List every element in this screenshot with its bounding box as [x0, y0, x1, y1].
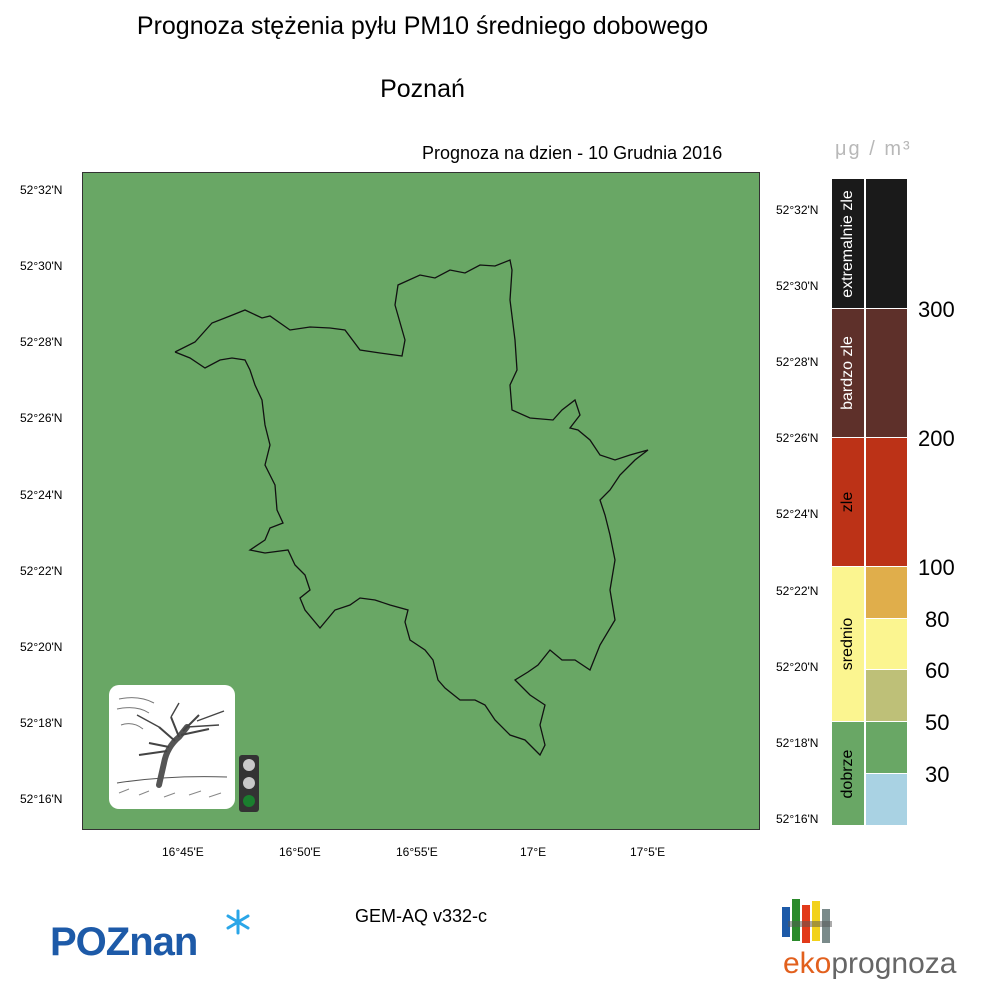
- wind-tree-emblem: [109, 685, 235, 809]
- lon-tick: 16°50'E: [279, 845, 321, 859]
- tree-icon: [116, 697, 228, 798]
- traffic-light: [239, 755, 259, 812]
- city-boundary: [174, 259, 649, 757]
- lat-tick-left: 52°30'N: [20, 259, 63, 273]
- legend-threshold: 200: [918, 426, 955, 451]
- lat-tick-left: 52°20'N: [20, 640, 63, 654]
- legend-band-label: extremalnie zle: [839, 189, 856, 298]
- legend-band-extremalnie-zle: extremalnie zle: [832, 179, 864, 308]
- bars-logo-icon: [782, 899, 832, 943]
- lat-tick-right: 52°28'N: [776, 355, 819, 369]
- traffic-light-green-on: [243, 795, 255, 807]
- legend-band-label: zle: [839, 491, 856, 513]
- ekoprognoza-logo: ekoprognoza: [780, 895, 970, 985]
- unit-label: μg / m³: [835, 138, 912, 160]
- map-title: Prognoza stężenia pyłu PM10 średniego do…: [136, 12, 709, 40]
- legend-swatch: [866, 774, 907, 825]
- legend-swatch: [866, 179, 907, 308]
- lat-tick-left: 52°32'N: [20, 183, 63, 197]
- legend-band-label: srednio: [839, 617, 856, 671]
- poznan-logo: POZnan: [50, 909, 260, 968]
- asterisk-icon: [226, 909, 250, 935]
- legend-swatch: [866, 670, 907, 721]
- legend-threshold: 100: [918, 555, 955, 580]
- lat-tick-right: 52°22'N: [776, 584, 819, 598]
- lat-tick-left: 52°16'N: [20, 792, 63, 806]
- lat-tick-left: 52°18'N: [20, 716, 63, 730]
- ekoprognoza-text: ekoprognoza: [783, 947, 957, 980]
- poznan-logo-text: POZnan: [50, 920, 198, 964]
- lon-tick: 16°55'E: [396, 845, 438, 859]
- traffic-light-yellow-off: [243, 777, 255, 789]
- legend-band-dobrze: dobrze: [832, 722, 864, 825]
- lat-tick-left: 52°26'N: [20, 411, 63, 425]
- lat-tick-right: 52°16'N: [776, 812, 819, 826]
- legend-swatch: [866, 567, 907, 618]
- lat-tick-left: 52°28'N: [20, 335, 63, 349]
- legend-threshold: 300: [918, 297, 955, 322]
- legend-threshold: 30: [925, 762, 950, 787]
- legend-threshold: 50: [925, 710, 950, 735]
- lon-tick: 17°5'E: [630, 845, 666, 859]
- legend-band-label: dobrze: [839, 749, 856, 798]
- legend-band-zle: zle: [832, 438, 864, 566]
- lat-tick-right: 52°18'N: [776, 736, 819, 750]
- legend-band-label: bardzo zle: [839, 336, 856, 410]
- map-frame: [82, 172, 760, 830]
- lat-tick-left: 52°22'N: [20, 564, 63, 578]
- legend-band-srednio: srednio: [832, 567, 864, 721]
- lat-tick-right: 52°30'N: [776, 279, 819, 293]
- lon-tick: 17°E: [520, 845, 547, 859]
- lat-tick-right: 52°32'N: [776, 203, 819, 217]
- lat-tick-right: 52°20'N: [776, 660, 819, 674]
- legend-band-bardzo-zle: bardzo zle: [832, 309, 864, 437]
- legend-swatch: [866, 619, 907, 669]
- city-name: Poznań: [380, 75, 465, 103]
- traffic-light-red-off: [243, 759, 255, 771]
- lon-tick: 16°45'E: [162, 845, 204, 859]
- legend-swatch: [866, 722, 907, 773]
- lat-tick-left: 52°24'N: [20, 488, 63, 502]
- model-label: GEM-AQ v332-c: [355, 906, 488, 926]
- legend-swatch: [866, 309, 907, 437]
- lat-tick-right: 52°24'N: [776, 507, 819, 521]
- legend-threshold: 60: [925, 658, 950, 683]
- forecast-date: Prognoza na dzien - 10 Grudnia 2016: [422, 143, 723, 163]
- legend-swatch: [866, 438, 907, 566]
- lat-tick-right: 52°26'N: [776, 431, 819, 445]
- legend-threshold: 80: [925, 607, 950, 632]
